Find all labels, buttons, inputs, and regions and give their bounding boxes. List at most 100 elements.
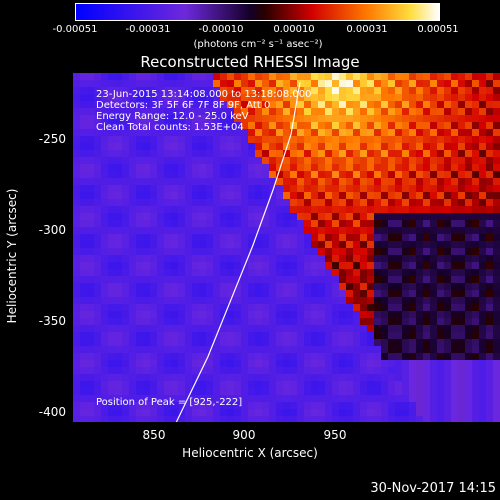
colorbar-tick-label: 0.00031 [346,24,388,35]
heatmap-cell [80,185,88,193]
heatmap-cell [213,409,221,417]
heatmap-cell [227,241,235,249]
colorbar-tick-label: -0.00051 [52,24,98,35]
heatmap-cell [255,164,263,172]
heatmap-cell [479,115,487,123]
heatmap-cell [262,227,270,235]
heatmap-cell [171,157,179,165]
heatmap-cell [276,94,284,102]
heatmap-cell [346,101,354,109]
heatmap-cell [416,402,424,410]
heatmap-cell [367,402,375,410]
heatmap-cell [451,80,459,88]
heatmap-cell [255,269,263,277]
heatmap-cell [332,220,340,228]
heatmap-cell [388,87,396,95]
heatmap-cell [199,283,207,291]
heatmap-cell [241,367,249,375]
heatmap-cell [262,318,270,326]
heatmap-cell [493,213,500,221]
heatmap-cell [290,339,298,347]
heatmap-cell [297,318,305,326]
heatmap-cell [318,206,326,214]
heatmap-cell [381,101,389,109]
heatmap-cell [332,206,340,214]
heatmap-cell [206,346,214,354]
heatmap-cell [248,192,256,200]
heatmap-cell [416,136,424,144]
heatmap-cell [381,297,389,305]
heatmap-cell [241,129,249,137]
heatmap-cell [73,199,81,207]
heatmap-cell [73,381,81,389]
heatmap-cell [409,402,417,410]
heatmap-cell [388,416,396,422]
heatmap-cell [395,122,403,130]
heatmap-cell [465,220,473,228]
heatmap-cell [122,339,130,347]
heatmap-cell [157,178,165,186]
heatmap-cell [269,353,277,361]
heatmap-cell [388,234,396,242]
heatmap-cell [290,332,298,340]
heatmap-cell [304,416,312,422]
heatmap-cell [374,73,382,81]
heatmap-cell [269,409,277,417]
heatmap-cell [150,206,158,214]
heatmap-cell [430,353,438,361]
heatmap-cell [479,318,487,326]
heatmap-cell [227,227,235,235]
heatmap-cell [360,199,368,207]
heatmap-cell [430,374,438,382]
heatmap-cell [283,283,291,291]
heatmap-cell [360,213,368,221]
heatmap-cell [87,185,95,193]
heatmap-cell [206,283,214,291]
heatmap-cell [185,213,193,221]
heatmap-cell [486,115,494,123]
heatmap-cell [108,360,116,368]
heatmap-cell [367,304,375,312]
heatmap-cell [451,374,459,382]
heatmap-cell [269,206,277,214]
heatmap-cell [318,171,326,179]
heatmap-cell [367,262,375,270]
heatmap-cell [227,73,235,81]
heatmap-cell [143,73,151,81]
heatmap-cell [444,360,452,368]
heatmap-cell [402,108,410,116]
heatmap-cell [234,304,242,312]
heatmap-cell [381,388,389,396]
heatmap-cell [374,262,382,270]
heatmap-cell [416,199,424,207]
heatmap-cell [87,318,95,326]
heatmap-cell [129,129,137,137]
heatmap-cell [262,269,270,277]
heatmap-cell [115,367,123,375]
heatmap-cell [304,164,312,172]
heatmap-cell [325,283,333,291]
heatmap-cell [458,164,466,172]
heatmap-cell [164,409,172,417]
heatmap-cell [171,374,179,382]
heatmap-cell [213,143,221,151]
heatmap-cell [360,325,368,333]
heatmap-cell [94,150,102,158]
heatmap-cell [304,297,312,305]
heatmap-cell [206,360,214,368]
heatmap-cell [80,234,88,242]
heatmap-cell [458,220,466,228]
heatmap-cell [234,185,242,193]
heatmap-cell [87,381,95,389]
heatmap-cell [262,115,270,123]
heatmap-cell [416,73,424,81]
heatmap-cell [339,416,347,422]
heatmap-cell [381,220,389,228]
heatmap-cell [486,87,494,95]
heatmap-cell [136,157,144,165]
heatmap-cell [262,297,270,305]
heatmap-cell [451,122,459,130]
heatmap-cell [290,346,298,354]
heatmap-cell [486,346,494,354]
heatmap-cell [486,353,494,361]
